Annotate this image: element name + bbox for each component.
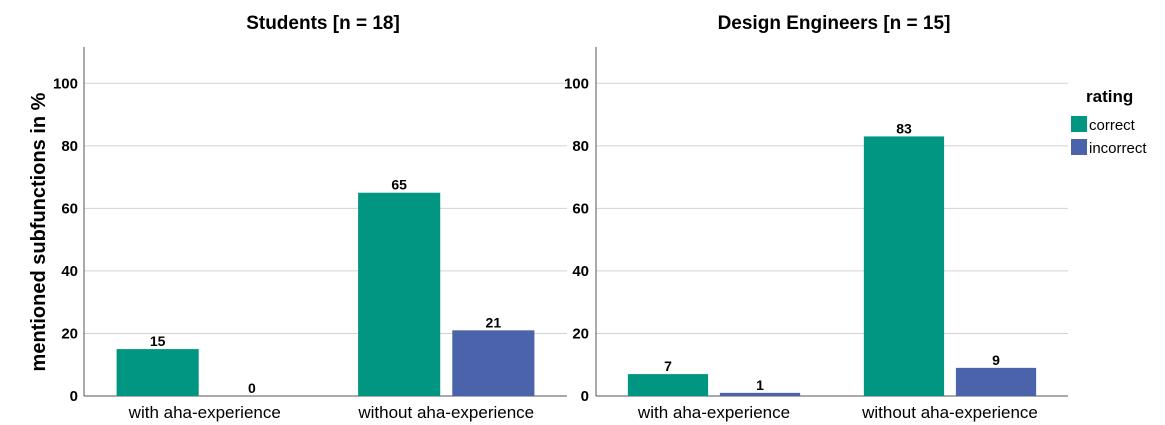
legend-title: rating <box>1086 87 1133 106</box>
data-label: 21 <box>486 314 502 330</box>
y-tick-label: 80 <box>61 138 78 155</box>
y-tick-label: 100 <box>564 75 589 92</box>
panel-title-design-engineers: Design Engineers [n = 15] <box>718 13 951 34</box>
y-tick-label: 80 <box>572 138 589 155</box>
bar-correct <box>358 192 441 396</box>
data-label: 65 <box>391 177 407 193</box>
data-label: 0 <box>248 380 256 396</box>
x-tick-label: without aha-experience <box>861 403 1038 422</box>
panel-title-students: Students [n = 18] <box>246 13 400 34</box>
x-tick-label: with aha-experience <box>128 403 281 422</box>
bar-correct <box>863 136 945 396</box>
legend-label-correct: correct <box>1089 117 1136 134</box>
x-tick-label: without aha-experience <box>357 403 534 422</box>
data-label: 7 <box>664 358 672 374</box>
legend-label-incorrect: incorrect <box>1089 140 1147 157</box>
y-tick-label: 40 <box>61 263 78 280</box>
panel-1: 0 20 40 60 80 100 with aha-experience 7 1 without… <box>564 47 1068 422</box>
y-axis-label: mentioned subfunctions in % <box>28 92 50 371</box>
y-tick-label: 20 <box>61 325 78 342</box>
bar-incorrect <box>452 330 535 396</box>
y-tick-label: 0 <box>581 388 589 405</box>
y-tick-label: 100 <box>53 75 78 92</box>
x-tick-label: with aha-experience <box>637 403 790 422</box>
panel-0: 0 20 40 60 80 100 with aha-experience 15 0 withou… <box>53 47 567 422</box>
data-label: 9 <box>992 352 1000 368</box>
y-tick-label: 20 <box>572 325 589 342</box>
bar-correct <box>627 374 709 396</box>
y-tick-label: 0 <box>70 388 78 405</box>
bar-incorrect <box>719 392 801 396</box>
y-tick-label: 40 <box>572 263 589 280</box>
bar-correct <box>116 349 199 396</box>
bar-incorrect <box>955 367 1037 396</box>
data-label: 83 <box>896 120 912 136</box>
legend: rating correct incorrect <box>1071 87 1147 157</box>
legend-swatch-incorrect <box>1071 139 1087 155</box>
y-tick-label: 60 <box>572 200 589 217</box>
data-label: 15 <box>150 333 166 349</box>
y-tick-label: 60 <box>61 200 78 217</box>
data-label: 1 <box>756 377 764 393</box>
legend-swatch-correct <box>1071 116 1087 132</box>
